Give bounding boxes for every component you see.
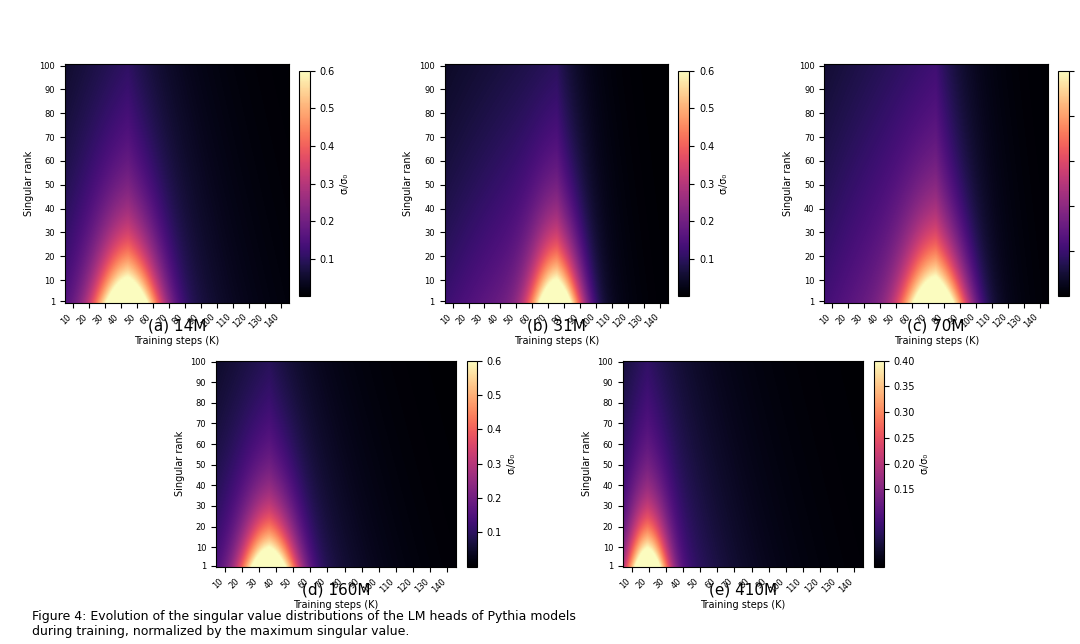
Y-axis label: σᵢ/σ₀: σᵢ/σ₀ bbox=[919, 453, 929, 474]
Text: (c) 70M: (c) 70M bbox=[907, 319, 964, 334]
X-axis label: Training steps (K): Training steps (K) bbox=[893, 336, 978, 346]
Y-axis label: Singular rank: Singular rank bbox=[24, 151, 33, 216]
Y-axis label: Singular rank: Singular rank bbox=[175, 431, 185, 497]
X-axis label: Training steps (K): Training steps (K) bbox=[134, 336, 219, 346]
Text: (d) 160M: (d) 160M bbox=[301, 583, 370, 598]
Y-axis label: Singular rank: Singular rank bbox=[404, 151, 414, 216]
Text: Figure 4: Evolution of the singular value distributions of the LM heads of Pythi: Figure 4: Evolution of the singular valu… bbox=[32, 610, 577, 638]
Y-axis label: Singular rank: Singular rank bbox=[582, 431, 592, 497]
Y-axis label: σᵢ/σ₀: σᵢ/σ₀ bbox=[507, 453, 516, 474]
Text: (e) 410M: (e) 410M bbox=[708, 583, 778, 598]
Text: (a) 14M: (a) 14M bbox=[148, 319, 206, 334]
X-axis label: Training steps (K): Training steps (K) bbox=[514, 336, 599, 346]
Y-axis label: Singular rank: Singular rank bbox=[783, 151, 793, 216]
X-axis label: Training steps (K): Training steps (K) bbox=[294, 600, 379, 610]
Y-axis label: σᵢ/σ₀: σᵢ/σ₀ bbox=[339, 173, 349, 194]
Y-axis label: σᵢ/σ₀: σᵢ/σ₀ bbox=[719, 173, 729, 194]
X-axis label: Training steps (K): Training steps (K) bbox=[701, 600, 785, 610]
Text: (b) 31M: (b) 31M bbox=[527, 319, 586, 334]
